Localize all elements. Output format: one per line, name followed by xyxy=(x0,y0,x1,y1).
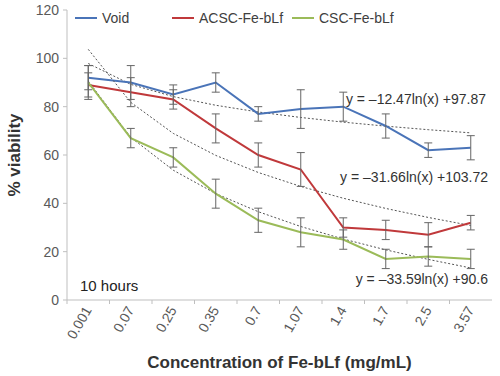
legend-label: Void xyxy=(102,10,129,26)
trend-equation: y = –33.59ln(x) +90.6 xyxy=(356,271,489,287)
x-tick-label: 0.001 xyxy=(63,303,94,342)
y-tick-label: 60 xyxy=(43,147,59,163)
y-tick xyxy=(63,10,67,11)
y-tick xyxy=(63,251,67,252)
y-tick xyxy=(63,203,67,204)
error-bar xyxy=(382,220,390,239)
x-tick-label: 0.35 xyxy=(195,303,223,335)
x-tick-label: 0.7 xyxy=(241,303,265,328)
x-tick xyxy=(194,300,195,304)
error-bar xyxy=(467,136,475,160)
error-bar xyxy=(254,107,262,122)
x-tick xyxy=(237,300,238,304)
x-tick-label: 3.57 xyxy=(450,303,478,335)
legend-swatch xyxy=(75,17,97,19)
legend-swatch xyxy=(292,17,314,19)
error-bar xyxy=(424,247,432,266)
error-bar xyxy=(339,230,347,249)
y-tick xyxy=(63,106,67,107)
x-tick xyxy=(67,300,68,304)
y-tick-label: 0 xyxy=(51,292,59,308)
y-tick xyxy=(63,58,67,59)
error-bar xyxy=(254,143,262,167)
trendline xyxy=(88,49,471,225)
y-tick-label: 20 xyxy=(43,244,59,260)
error-bar xyxy=(382,114,390,138)
x-tick-label: 1.07 xyxy=(280,303,308,335)
error-bar xyxy=(424,143,432,158)
trend-equation: y = –31.66ln(x) +103.72 xyxy=(340,169,488,185)
error-bar xyxy=(169,90,177,109)
x-tick xyxy=(109,300,110,304)
chart: 0 20 40 60 80 100 120 0.001 0.07 0.25 0.35 0.7 1.07 1… xyxy=(0,0,500,376)
y-tick-label: 100 xyxy=(36,50,60,66)
error-bar xyxy=(424,223,432,247)
x-tick xyxy=(322,300,323,304)
legend-swatch xyxy=(172,17,194,19)
y-tick xyxy=(63,155,67,156)
error-bar xyxy=(212,73,220,92)
error-bar xyxy=(84,66,92,100)
legend-label: CSC-Fe-bLf xyxy=(319,10,394,26)
trend-equation: y = –12.47ln(x) +97.87 xyxy=(346,91,486,107)
x-tick-label: 0.07 xyxy=(110,303,138,335)
y-tick-label: 40 xyxy=(43,195,59,211)
x-tick xyxy=(449,300,450,304)
error-bar xyxy=(382,249,390,268)
plot-area xyxy=(84,49,475,268)
error-bar xyxy=(212,179,220,208)
x-tick xyxy=(407,300,408,304)
y-tick xyxy=(63,300,67,301)
x-tick-label: 1.4 xyxy=(326,303,350,328)
error-bar xyxy=(467,249,475,268)
error-bar xyxy=(297,90,305,129)
error-bar xyxy=(127,78,135,107)
x-tick-label: 2.5 xyxy=(411,303,435,328)
annotation: 10 hours xyxy=(80,277,138,294)
error-bar xyxy=(169,148,177,167)
y-tick-label: 120 xyxy=(36,2,60,18)
error-bar xyxy=(212,114,220,143)
error-bar xyxy=(467,215,475,230)
error-bar xyxy=(297,218,305,247)
error-bar xyxy=(254,208,262,232)
y-axis-title: % viability xyxy=(5,113,24,197)
x-tick xyxy=(364,300,365,304)
x-tick xyxy=(152,300,153,304)
legend-label: ACSC-Fe-bLf xyxy=(199,10,283,26)
y-tick-label: 80 xyxy=(43,99,59,115)
x-tick-label: 1.7 xyxy=(369,303,393,328)
series-line xyxy=(88,85,471,235)
x-tick-label: 0.25 xyxy=(152,303,180,335)
error-bar xyxy=(127,128,135,147)
series-line xyxy=(88,78,471,151)
x-axis-title: Concentration of Fe-bLf (mg/mL) xyxy=(147,353,411,372)
x-tick xyxy=(279,300,280,304)
error-bar xyxy=(297,153,305,187)
